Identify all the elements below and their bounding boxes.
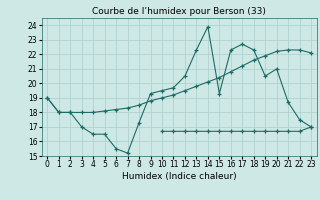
Title: Courbe de l’humidex pour Berson (33): Courbe de l’humidex pour Berson (33) xyxy=(92,7,266,16)
X-axis label: Humidex (Indice chaleur): Humidex (Indice chaleur) xyxy=(122,172,236,181)
